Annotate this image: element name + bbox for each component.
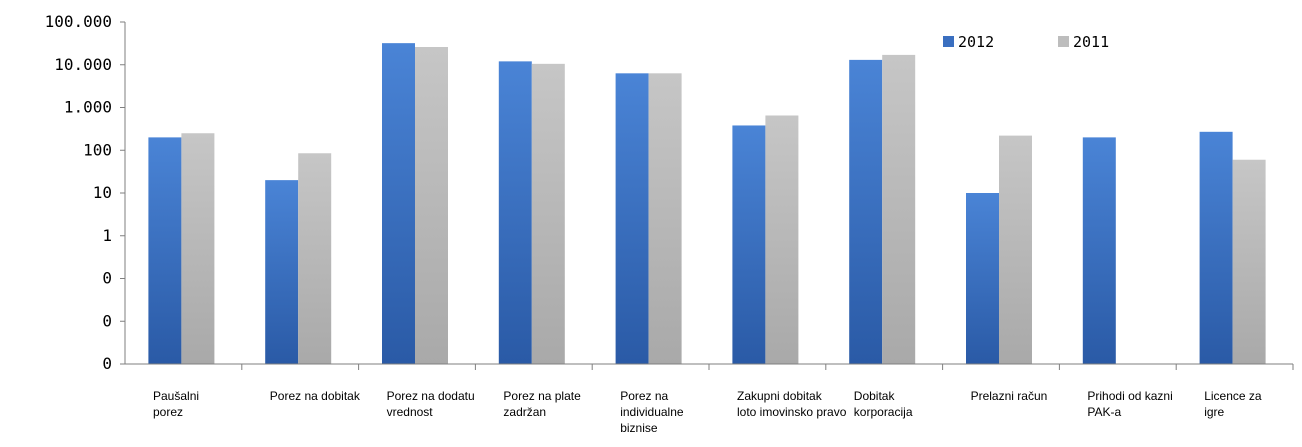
- x-tick-label: Prihodi od kazni PAK-a: [1087, 389, 1172, 419]
- bar-2012-6: [849, 59, 883, 365]
- y-tick-label: 0: [102, 354, 112, 373]
- bar-2011-9: [1232, 159, 1266, 364]
- y-tick-label: 100.000: [45, 12, 112, 31]
- legend-label-2012: 2012: [958, 33, 994, 51]
- y-tick-label: 10: [93, 183, 112, 202]
- x-tick-label: Licence za igre: [1204, 389, 1262, 419]
- bar-2011-4: [648, 73, 682, 365]
- y-tick-label: 0: [102, 269, 112, 288]
- bar-2012-4: [615, 73, 649, 365]
- y-tick-label: 1.000: [64, 98, 112, 117]
- x-tick-label: Porez na dobitak: [270, 389, 361, 403]
- bar-2012-1: [265, 180, 299, 364]
- x-tick-label: Porez na plate zadržan: [503, 389, 581, 419]
- bar-2012-0: [148, 137, 182, 364]
- axes: [124, 22, 1294, 370]
- bar-2011-2: [415, 47, 448, 364]
- bar-2012-9: [1199, 131, 1233, 364]
- bar-2011-1: [298, 153, 332, 364]
- x-tick-label: Paušalni porez: [153, 389, 199, 419]
- x-tick-label: Porez na dodatu vrednost: [387, 389, 475, 419]
- bars: [148, 43, 1266, 365]
- y-tick-label: 1: [102, 226, 112, 245]
- x-axis-labels: Paušalni porez Porez na dobitak Porez na do…: [153, 389, 1262, 435]
- bar-2012-7: [966, 193, 999, 364]
- bar-2011-3: [531, 63, 565, 365]
- y-tick-label: 100: [83, 140, 112, 159]
- x-tick-label: Zakupni dobitak loto imovinsko pravo: [737, 389, 847, 419]
- bar-2011-7: [999, 135, 1032, 364]
- legend: 2012 2011: [943, 33, 1109, 51]
- bar-2011-6: [882, 54, 916, 364]
- bar-2012-3: [498, 61, 532, 365]
- bar-2011-5: [765, 115, 799, 364]
- legend-swatch-2012: [943, 36, 954, 47]
- y-tick-label: 0: [102, 311, 112, 330]
- x-tick-label: Dobitak korporacija: [854, 389, 913, 419]
- bar-2011-0: [181, 133, 215, 364]
- bar-2012-8: [1082, 137, 1116, 364]
- bar-2012-5: [732, 125, 766, 364]
- legend-swatch-2011: [1058, 36, 1069, 47]
- bar-2012-2: [382, 43, 415, 364]
- x-tick-label: Prelazni račun: [971, 389, 1048, 403]
- legend-label-2011: 2011: [1073, 33, 1109, 51]
- y-tick-label: 10.000: [54, 55, 112, 74]
- x-tick-label: Porez na individualne biznise: [620, 389, 684, 435]
